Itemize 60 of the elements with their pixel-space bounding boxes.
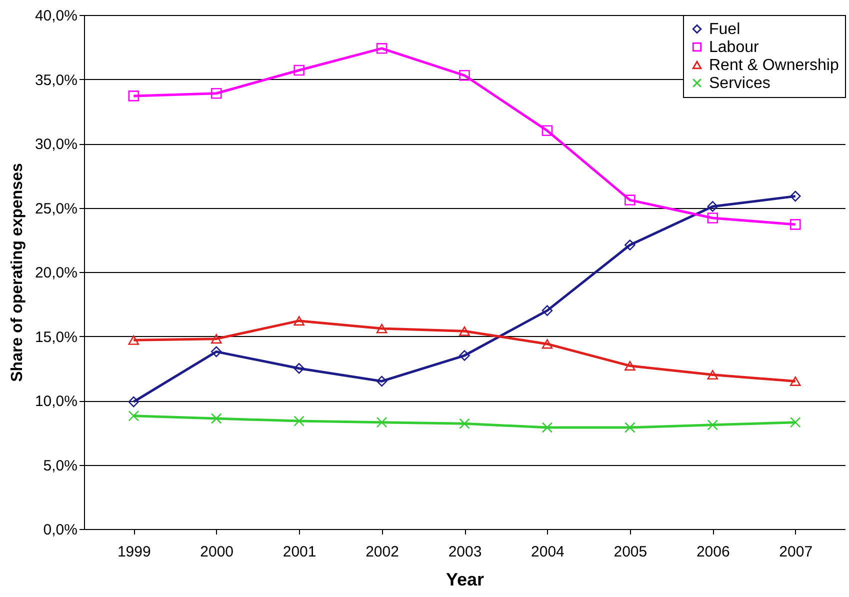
point [707,201,718,212]
point [542,422,553,433]
x-tick-label: 2003 [448,544,482,560]
point [376,43,388,54]
point [128,410,140,422]
y-tick-label: 35,0% [34,72,78,89]
point [376,324,388,334]
x-tick-label: 2001 [282,544,316,560]
point [542,339,553,349]
point [624,240,636,250]
legend-label: Fuel [709,21,740,38]
point [210,334,222,344]
point [459,418,470,430]
point [294,316,304,326]
legend-label: Services [709,75,770,92]
point [128,90,140,102]
x-tick-label: 2004 [531,544,564,560]
point [707,420,718,430]
point [294,416,304,426]
x-tick-label: 2005 [614,544,648,560]
point [210,346,222,358]
point [459,350,470,361]
point [707,212,718,224]
y-tick-label: 10,0% [34,393,78,410]
point [128,335,140,345]
x-tick-label: 2007 [779,544,813,560]
point [210,413,222,424]
point [542,125,553,136]
point [790,416,801,428]
point [624,361,636,371]
point [210,88,222,99]
y-tick-label: 25,0% [34,200,78,218]
y-tick-label: 30,0% [34,136,78,153]
point [376,376,388,387]
y-tick-label: 20,0% [34,264,78,282]
x-tick-label: 1999 [117,544,151,560]
point [624,422,636,433]
x-tick-label: 2002 [366,544,399,560]
legend-label: Labour [709,39,760,56]
point [707,370,718,380]
x-tick-label: 2006 [696,544,730,560]
point [459,70,470,81]
y-axis-title: Share of operating expenses [8,163,26,382]
point [624,194,636,206]
y-tick-label: 5,0% [43,457,78,474]
point [376,416,388,428]
point [294,362,304,374]
point [128,396,140,408]
y-tick-label: 15,0% [34,328,78,346]
point [790,190,801,202]
point [542,305,553,316]
point [294,64,304,76]
point [790,376,801,386]
x-axis-title: Year [446,570,484,590]
x-tick-label: 2000 [200,544,234,560]
legend-label: Rent & Ownership [709,57,839,74]
point [459,326,470,336]
point [790,219,801,230]
y-tick-label: 0,0% [43,522,78,538]
y-tick-label: 40,0% [34,8,78,24]
